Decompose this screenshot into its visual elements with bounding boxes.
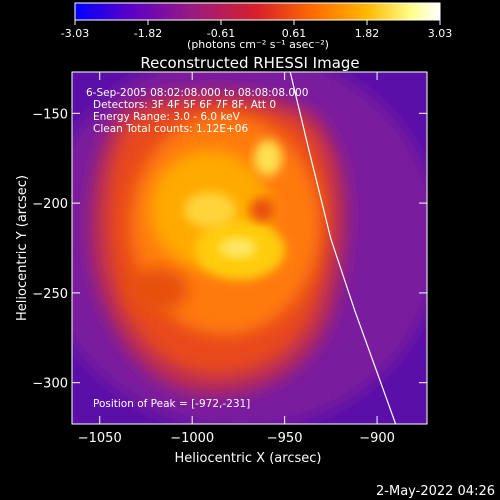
x-axis-label: Heliocentric X (arcsec) xyxy=(175,451,322,466)
x-axis: −1050 −1000 −950 −900 xyxy=(78,72,395,446)
plot-frame xyxy=(71,71,428,425)
annotation-text: 6-Sep-2005 08:02:08.000 to 08:08:08.000 xyxy=(86,87,308,99)
annotation-text: Clean Total counts: 1.12E+06 xyxy=(93,123,248,135)
colorbar-tick-label: -0.61 xyxy=(207,27,235,40)
colorbar-tick-label: -1.82 xyxy=(134,27,162,40)
colorbar-tick-label: 1.82 xyxy=(355,27,380,40)
colorbar: -3.03 -1.82 -0.61 0.61 1.82 3.03 (photons cm⁻… xyxy=(61,2,452,51)
colorbar-tick-label: 0.61 xyxy=(282,27,307,40)
y-tick-label: −150 xyxy=(32,107,68,122)
x-tick-label: −1000 xyxy=(170,431,214,446)
colorbar-unit-label: (photons cm⁻² s⁻¹ asec⁻²) xyxy=(187,38,329,51)
y-tick-label: −250 xyxy=(32,287,68,302)
y-tick-label: −200 xyxy=(32,197,68,212)
x-tick-label: −950 xyxy=(267,431,303,446)
x-tick-label: −1050 xyxy=(78,431,122,446)
annotation-text: Position of Peak = [-972,-231] xyxy=(93,398,250,410)
y-tick-label: −300 xyxy=(32,377,68,392)
colorbar-gradient xyxy=(74,2,441,21)
colorbar-tick-label: 3.03 xyxy=(428,27,453,40)
y-axis: −150 −200 −250 −300 xyxy=(32,107,427,392)
colorbar-tick-label: -3.03 xyxy=(61,27,89,40)
annotation-text: Detectors: 3F 4F 5F 6F 7F 8F, Att 0 xyxy=(93,99,276,111)
x-tick-label: −900 xyxy=(359,431,395,446)
annotations: 6-Sep-2005 08:02:08.000 to 08:08:08.000D… xyxy=(86,87,308,410)
solar-limb-line xyxy=(289,72,397,424)
y-axis-label: Heliocentric Y (arcsec) xyxy=(15,175,30,321)
annotation-text: Energy Range: 3.0 - 6.0 keV xyxy=(93,111,241,123)
footer-date: 2-May-2022 04:26 xyxy=(376,484,495,499)
chart-title: Reconstructed RHESSI Image xyxy=(140,54,359,72)
colorbar-ticks: -3.03 -1.82 -0.61 0.61 1.82 3.03 xyxy=(61,20,452,40)
heatmap-image xyxy=(72,72,427,424)
